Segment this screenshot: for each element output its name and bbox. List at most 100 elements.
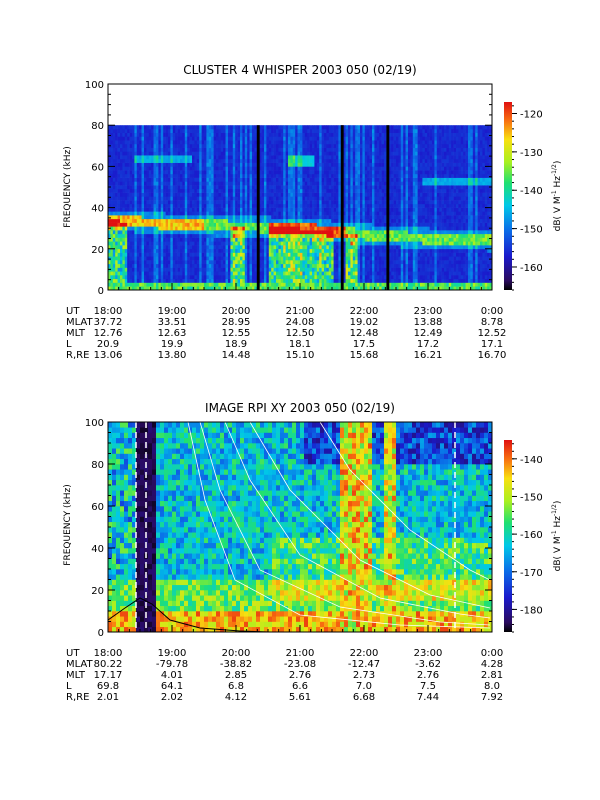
spectrogram-cell bbox=[268, 267, 272, 272]
spectrogram-cell bbox=[237, 125, 241, 130]
spectrogram-cell bbox=[288, 252, 291, 257]
spectrogram-cell bbox=[204, 128, 207, 133]
spectrogram-cell bbox=[158, 125, 162, 130]
spectrogram-cell bbox=[127, 256, 130, 261]
spectrogram-cell bbox=[158, 173, 162, 178]
spectrogram-cell bbox=[129, 128, 133, 133]
spectrogram-cell bbox=[280, 218, 284, 223]
spectrogram-cell bbox=[168, 252, 171, 257]
spectrogram-cell bbox=[108, 222, 111, 227]
spectrogram-cell bbox=[187, 200, 190, 205]
spectrogram-cell bbox=[163, 147, 166, 152]
spectrogram-cell bbox=[235, 177, 238, 182]
spectrogram-cell bbox=[285, 196, 289, 201]
spectrogram-cell bbox=[276, 181, 279, 186]
spectrogram-cell bbox=[244, 151, 248, 156]
spectrogram-cell bbox=[237, 215, 241, 220]
spectrogram-cell bbox=[372, 260, 375, 265]
spectrogram-cell bbox=[249, 177, 253, 182]
spectrogram-cell bbox=[134, 132, 138, 137]
spectrogram-cell bbox=[261, 241, 265, 246]
spectrogram-cell bbox=[115, 151, 118, 156]
spectrogram-cell bbox=[175, 271, 178, 276]
spectrogram-cell bbox=[115, 237, 118, 242]
spectrogram-cell bbox=[350, 173, 354, 178]
spectrogram-cell bbox=[206, 151, 210, 156]
spectrogram-cell bbox=[127, 200, 130, 205]
spectrogram-cell bbox=[292, 252, 296, 257]
spectrogram-cell bbox=[261, 211, 265, 216]
spectrogram-cell bbox=[115, 136, 118, 141]
spectrogram-cell bbox=[141, 136, 145, 141]
spectrogram-cell bbox=[345, 173, 349, 178]
spectrogram-cell bbox=[297, 282, 301, 287]
spectrogram-cell bbox=[120, 192, 123, 197]
spectrogram-cell bbox=[364, 200, 368, 205]
spectrogram-cell bbox=[153, 226, 157, 231]
spectrogram-cell bbox=[271, 237, 274, 242]
spectrogram-cell bbox=[278, 263, 282, 268]
spectrogram-cell bbox=[201, 233, 205, 238]
spectrogram-cell bbox=[321, 147, 325, 152]
spectrogram-cell bbox=[124, 140, 128, 145]
spectrogram-cell bbox=[290, 181, 294, 186]
spectrogram-cell bbox=[213, 185, 217, 190]
spectrogram-cell bbox=[316, 200, 320, 205]
spectrogram-cell bbox=[242, 132, 246, 137]
spectrogram-cell bbox=[223, 188, 226, 193]
spectrogram-cell bbox=[309, 218, 313, 223]
spectrogram-cell bbox=[259, 218, 262, 223]
spectrogram-cell bbox=[117, 226, 121, 231]
spectrogram-cell bbox=[124, 173, 128, 178]
spectrogram-cell bbox=[235, 132, 238, 137]
spectrogram-cell bbox=[141, 132, 145, 137]
spectrogram-cell bbox=[271, 143, 274, 148]
spectrogram-cell bbox=[302, 162, 306, 167]
spectrogram-cell bbox=[235, 140, 238, 145]
spectrogram-cell bbox=[352, 207, 356, 212]
spectrogram-cell bbox=[372, 132, 375, 137]
spectrogram-cell bbox=[223, 230, 226, 235]
spectrogram-cell bbox=[261, 147, 265, 152]
spectrogram-cell bbox=[158, 155, 162, 160]
spectrogram-cell bbox=[144, 162, 147, 167]
spectrogram-cell bbox=[120, 237, 123, 242]
spectrogram-cell bbox=[196, 192, 200, 197]
spectrogram-cell bbox=[129, 260, 133, 265]
spectrogram-cell bbox=[228, 226, 231, 231]
spectrogram-cell bbox=[355, 170, 358, 175]
spectrogram-cell bbox=[283, 128, 286, 133]
spectrogram-cell bbox=[336, 267, 339, 272]
spectrogram-cell bbox=[136, 263, 140, 268]
spectrogram-cell bbox=[158, 263, 162, 268]
spectrogram-cell bbox=[331, 132, 334, 137]
spectrogram-cell bbox=[278, 248, 282, 253]
spectrogram-cell bbox=[333, 200, 337, 205]
spectrogram-cell bbox=[369, 278, 373, 283]
spectrogram-cell bbox=[331, 211, 334, 216]
spectrogram-cell bbox=[350, 155, 354, 160]
spectrogram-cell bbox=[266, 196, 270, 201]
spectrogram-cell bbox=[124, 207, 128, 212]
spectrogram-cell bbox=[170, 128, 174, 133]
spectrogram-cell bbox=[321, 151, 325, 156]
spectrogram-cell bbox=[192, 177, 195, 182]
spectrogram-cell bbox=[261, 158, 265, 163]
spectrogram-cell bbox=[364, 162, 368, 167]
spectrogram-cell bbox=[367, 226, 370, 231]
spectrogram-cell bbox=[175, 188, 178, 193]
spectrogram-cell bbox=[376, 166, 380, 171]
spectrogram-cell bbox=[165, 245, 169, 250]
spectrogram-cell bbox=[302, 185, 306, 190]
spectrogram-cell bbox=[134, 192, 138, 197]
spectrogram-cell bbox=[328, 143, 332, 148]
spectrogram-cell bbox=[182, 125, 186, 130]
spectrogram-cell bbox=[182, 151, 186, 156]
spectrogram-cell bbox=[264, 173, 267, 178]
spectrogram-cell bbox=[237, 192, 241, 197]
spectrogram-cell bbox=[290, 260, 294, 265]
spectrogram-cell bbox=[268, 132, 272, 137]
spectrogram-cell bbox=[192, 256, 195, 261]
spectrogram-cell bbox=[264, 260, 267, 265]
spectrogram-cell bbox=[127, 132, 130, 137]
